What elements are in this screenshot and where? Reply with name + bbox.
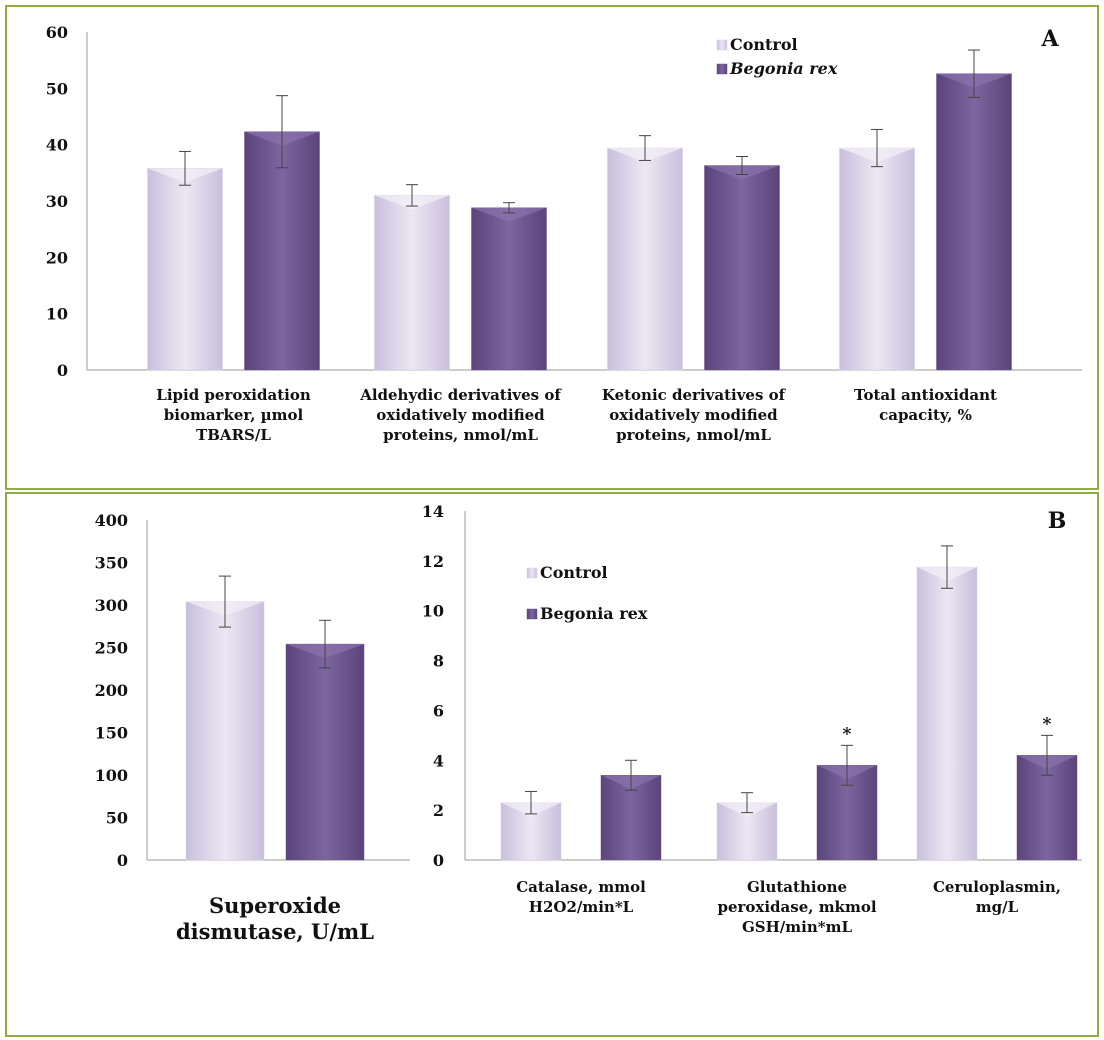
bar-begonia-rex: [285, 643, 365, 861]
bar-control: [374, 195, 450, 371]
y-tick-label: 30: [46, 192, 68, 211]
category-label: dismutase, U/mL: [176, 919, 374, 944]
y-tick-label: 400: [95, 511, 128, 530]
bar-control: [839, 147, 915, 371]
category-label: capacity, %: [879, 406, 972, 424]
y-tick-label: 10: [422, 602, 444, 621]
significance-marker: *: [843, 724, 852, 744]
category-label: TBARS/L: [196, 426, 271, 444]
category-label: Total antioxidant: [854, 386, 997, 404]
category-label: Superoxide: [209, 893, 341, 918]
y-tick-label: 20: [46, 248, 68, 267]
y-tick-label: 60: [46, 23, 68, 42]
bar-control: [147, 168, 223, 371]
category-label: H2O2/min*L: [529, 898, 634, 916]
y-tick-label: 50: [106, 809, 128, 828]
panel-label: B: [1048, 508, 1067, 534]
bar-control: [916, 566, 978, 861]
bar-begonia-rex: [471, 207, 547, 371]
y-tick-label: 8: [433, 652, 444, 671]
y-tick-label: 200: [95, 681, 128, 700]
y-tick-label: 14: [422, 502, 444, 521]
bar-control: [607, 147, 683, 371]
bar-control: [185, 601, 265, 861]
legend-entry: Begonia rex: [540, 604, 648, 623]
y-tick-label: 40: [46, 136, 68, 155]
category-label: Ceruloplasmin,: [933, 878, 1061, 896]
category-label: Catalase, mmol: [516, 878, 646, 896]
legend-swatch: [526, 567, 538, 579]
y-tick-label: 0: [117, 851, 128, 870]
legend-swatch: [716, 39, 728, 51]
category-label: peroxidase, mkmol: [717, 898, 876, 916]
panel-label: A: [1040, 26, 1059, 52]
category-label: Aldehydic derivatives of: [359, 386, 562, 404]
category-label: mg/L: [976, 898, 1019, 916]
significance-marker: *: [1043, 714, 1052, 734]
category-label: oxidatively modified: [376, 406, 545, 424]
legend-entry: Control: [730, 35, 798, 54]
category-label: proteins, nmol/mL: [616, 426, 771, 444]
category-label: Ketonic derivatives of: [602, 386, 787, 404]
y-tick-label: 300: [95, 596, 128, 615]
bar-bevel: [471, 207, 547, 222]
y-tick-label: 10: [46, 305, 68, 324]
y-tick-label: 0: [433, 851, 444, 870]
category-label: Glutathione: [747, 878, 847, 896]
y-tick-label: 4: [433, 751, 444, 770]
y-tick-label: 100: [95, 766, 128, 785]
y-tick-label: 150: [95, 724, 128, 743]
category-label: GSH/min*mL: [742, 918, 852, 936]
bar-begonia-rex: [936, 73, 1012, 371]
category-label: Lipid peroxidation: [156, 386, 311, 404]
y-tick-label: 2: [433, 801, 444, 820]
category-label: oxidatively modified: [609, 406, 778, 424]
bar-begonia-rex: [704, 165, 780, 371]
legend-entry: Control: [540, 563, 608, 582]
y-tick-label: 50: [46, 79, 68, 98]
y-tick-label: 12: [422, 552, 444, 571]
legend-swatch: [716, 63, 728, 75]
legend-entry: Begonia rex: [729, 59, 838, 78]
y-tick-label: 350: [95, 554, 128, 573]
legend-swatch: [526, 608, 538, 620]
category-label: proteins, nmol/mL: [383, 426, 538, 444]
bar-begonia-rex: [244, 131, 320, 371]
y-tick-label: 250: [95, 639, 128, 658]
y-tick-label: 0: [57, 361, 68, 380]
category-label: biomarker, µmol: [164, 406, 304, 424]
y-tick-label: 6: [433, 701, 444, 720]
